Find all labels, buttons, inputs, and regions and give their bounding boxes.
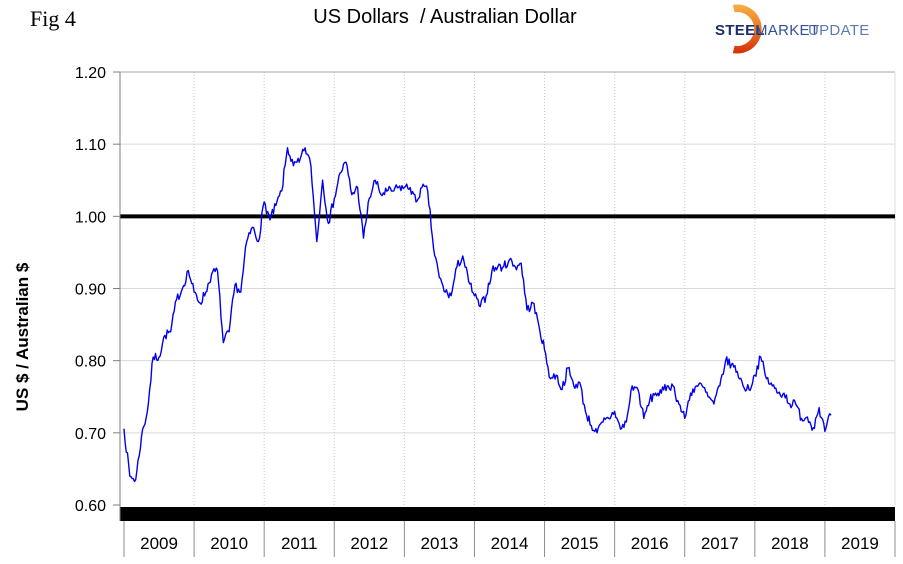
logo-word-market: MARKET <box>755 22 820 39</box>
y-tick-label: 1.00 <box>75 209 106 226</box>
x-tick-label: 2009 <box>140 534 178 553</box>
crescent-icon <box>732 4 762 54</box>
x-tick-label: 2012 <box>350 534 388 553</box>
y-tick-label: 0.90 <box>75 282 106 299</box>
x-tick-label: 2014 <box>491 534 529 553</box>
x-tick-label: 2013 <box>420 534 458 553</box>
y-tick-label: 1.10 <box>75 137 106 154</box>
y-tick-label: 0.70 <box>75 426 106 443</box>
x-tick-label: 2016 <box>631 534 669 553</box>
steel-market-update-logo: STEEL MARKET UPDATE <box>690 2 895 58</box>
x-tick-label: 2015 <box>561 534 599 553</box>
exchange-rate-line <box>123 147 832 483</box>
y-tick-label: 0.80 <box>75 354 106 371</box>
logo-word-steel: STEEL <box>715 22 765 39</box>
logo-word-update: UPDATE <box>808 22 870 39</box>
chart-title: US Dollars / Australian Dollar <box>313 6 577 28</box>
figure-number-label: Fig 4 <box>30 6 76 31</box>
y-tick-label: 1.20 <box>75 65 106 82</box>
y-tick-label: 0.60 <box>75 498 106 515</box>
x-tick-label: 2018 <box>771 534 809 553</box>
x-tick-label: 2011 <box>281 534 318 553</box>
bottom-band <box>120 507 895 521</box>
x-tick-label: 2017 <box>701 534 739 553</box>
x-tick-label: 2010 <box>210 534 248 553</box>
x-tick-label: 2019 <box>841 534 879 553</box>
